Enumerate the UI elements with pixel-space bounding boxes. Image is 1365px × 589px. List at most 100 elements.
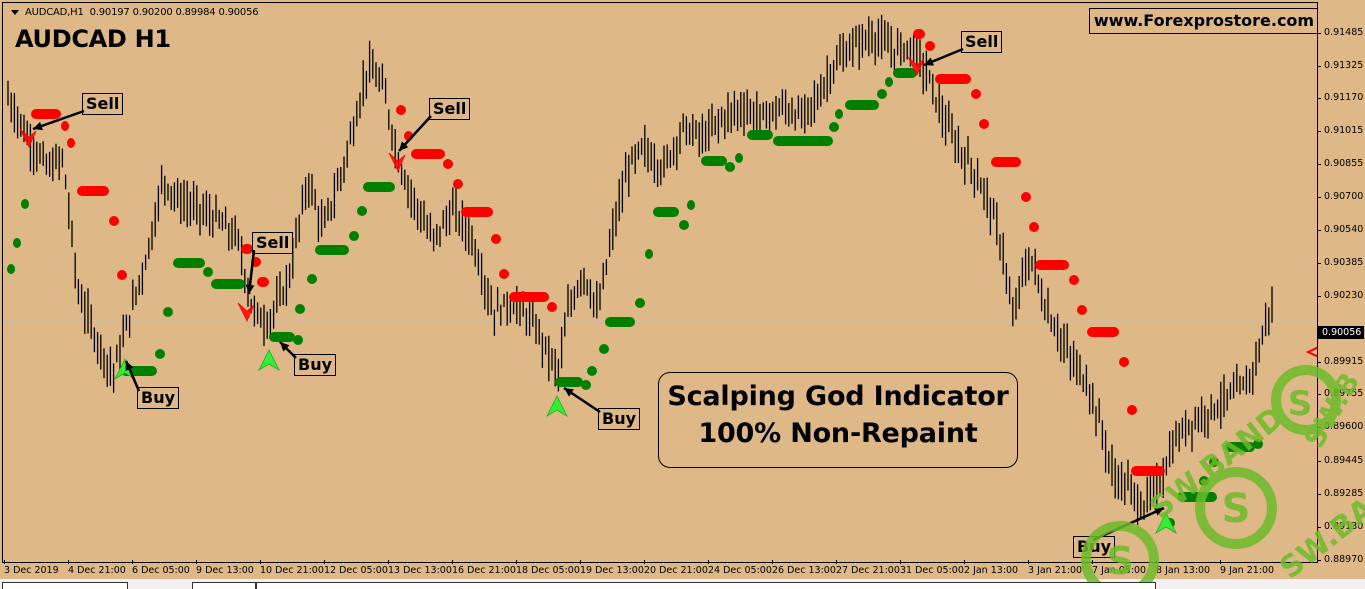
chart-plot-area[interactable]: AUDCAD,H1 0.90197 0.90200 0.89984 0.9005… [2,2,1318,563]
sell-signal-label: Sell [961,31,1003,53]
price-axis[interactable]: 0.91485 0.91325 0.91170 0.91015 0.90855 0.907… [1316,0,1365,565]
callout-arrowhead-icon [125,361,134,371]
sell-arrow-icon [19,128,37,148]
promo-box: Scalping God Indicator 100% Non-Repaint [658,372,1018,468]
time-tick-mark [1156,560,1157,564]
bottom-tab-2[interactable] [256,582,1156,589]
callout-arrow-icon [32,109,85,131]
sell-arrow-icon [388,152,406,172]
buy-signal-label: Buy [294,354,337,376]
sell-signal-label: Sell [252,232,294,254]
price-tick: 0.89285 [1316,488,1364,499]
callout-arrowhead-icon [280,342,290,352]
price-tick: 0.90540 [1316,224,1363,235]
time-tick-label: 27 Dec 21:00 [836,565,900,576]
time-tick-mark [1092,560,1093,564]
callout-arrowhead-icon [924,57,934,66]
price-tick: 0.91170 [1316,92,1364,103]
sell-arrow-icon [237,302,255,322]
buy-signal-label: Buy [598,408,641,430]
time-tick-label: 8 Jan 13:00 [1156,565,1211,576]
price-tick: 0.89130 [1316,521,1364,532]
price-tick: 0.90230 [1316,290,1364,301]
time-tick-mark [452,560,453,564]
symbol-label: AUDCAD,H1 [25,7,84,18]
sell-indicator-dots [31,29,1165,476]
time-tick-label: 19 Dec 13:00 [580,565,644,576]
callout-arrowhead-icon [564,388,574,397]
price-tick-label: 0.90855 [1324,158,1364,169]
time-tick-label: 6 Dec 05:00 [132,565,190,576]
time-tick-label: 12 Dec 05:00 [324,565,388,576]
callout-arrowhead-icon [33,121,43,131]
price-tick: 0.90700 [1316,191,1363,202]
time-tick-mark [964,560,965,564]
price-tick-label: 0.89445 [1324,455,1364,466]
price-bars [7,14,1273,525]
time-tick-label: 4 Dec 21:00 [68,565,126,576]
price-tick: 0.89600 [1316,421,1363,432]
time-tick-mark [4,560,5,564]
buy-indicator-dots [7,68,1263,528]
current-price-badge: 0.90056 [1318,326,1365,339]
price-tick-label: 0.89285 [1324,488,1364,499]
website-label: www.Forexprostore.com [1089,8,1317,34]
promo-line-2: 100% Non-Repaint [698,418,978,449]
time-tick-mark [516,560,517,564]
time-tick-mark [644,560,645,564]
time-tick-mark [1028,560,1029,564]
time-tick-mark [836,560,837,564]
buy-arrow-icon [546,395,568,418]
time-tick-label: 2 Jan 13:00 [964,565,1019,576]
price-tick-label: 0.88970 [1324,554,1364,565]
ohlc-close: 0.90056 [218,7,259,18]
time-tick-mark [324,560,325,564]
callout-arrowhead-icon [1154,507,1164,516]
price-tick-label: 0.89915 [1324,356,1364,367]
price-tick-label: 0.89130 [1324,521,1364,532]
buy-signal-label: Buy [1073,536,1116,558]
price-tick-label: 0.91170 [1324,92,1364,103]
price-tick: 0.89445 [1316,455,1364,466]
time-axis[interactable]: 3 Dec 2019 4 Dec 21:00 6 Dec 05:00 9 Dec 13… [2,560,1318,579]
promo-line-1: Scalping God Indicator [667,381,1009,412]
price-tick: 0.90855 [1316,158,1364,169]
callout-arrowhead-icon [399,141,409,151]
time-tick-mark [260,560,261,564]
price-tick: 0.89755 [1316,388,1363,399]
time-tick-label: 26 Dec 13:00 [772,565,836,576]
ohlc-high: 0.90200 [132,7,173,18]
time-tick-mark [132,560,133,564]
sell-signal-label: Sell [429,98,471,120]
dropdown-triangle-icon[interactable] [11,9,19,15]
time-tick-label: 18 Dec 05:00 [516,565,580,576]
ohlc-low: 0.89984 [175,7,216,18]
time-tick-label: 7 Jan 05:00 [1092,565,1147,576]
price-tick: 0.88970 [1316,554,1364,565]
buy-arrow-icon [258,349,280,372]
sell-signal-label: Sell [82,93,124,115]
price-tick-label: 0.91015 [1324,125,1364,136]
price-tick-label: 0.91325 [1324,60,1364,71]
time-tick-mark [772,560,773,564]
buy-signal-label: Buy [137,387,180,409]
sell-arrow-icon [907,56,925,76]
price-tick: 0.89915 [1316,356,1364,367]
callout-arrowhead-icon [245,284,255,294]
ohlc-open: 0.90197 [89,7,130,18]
time-tick-label: 20 Dec 21:00 [644,565,708,576]
time-tick-label: 16 Dec 21:00 [452,565,516,576]
price-tick-label: 0.91485 [1324,27,1364,38]
time-tick-label: 3 Jan 21:00 [1028,565,1083,576]
price-tick: 0.90385 [1316,257,1363,268]
price-tick-label: 0.90230 [1324,290,1364,301]
price-chart-svg [3,14,1317,542]
chart-title: AUDCAD H1 [15,25,171,53]
time-tick-mark [68,560,69,564]
bottom-tab-1[interactable] [192,582,256,589]
price-tick: 0.91015 [1316,125,1364,136]
time-tick-label: 9 Jan 21:00 [1220,565,1275,576]
bottom-tab-0[interactable] [2,582,128,589]
time-tick-label: 9 Dec 13:00 [196,565,254,576]
